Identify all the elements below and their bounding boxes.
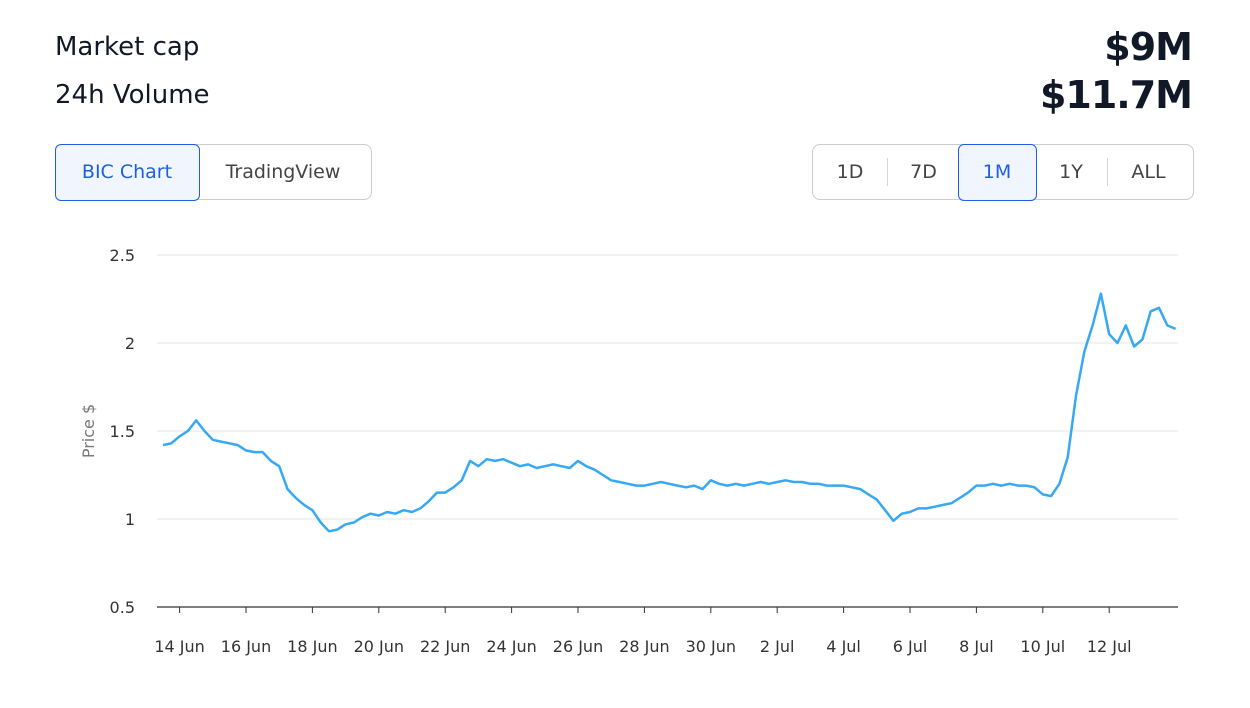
stat-label: Market cap bbox=[55, 32, 200, 62]
x-tick-label: 28 Jun bbox=[619, 637, 669, 656]
toggle-button[interactable]: 1Y bbox=[1059, 161, 1083, 183]
x-tick-label: 18 Jun bbox=[287, 637, 337, 656]
x-tick-label: 8 Jul bbox=[959, 637, 994, 656]
toggle-button[interactable]: TradingView bbox=[225, 161, 341, 183]
x-tick-label: 26 Jun bbox=[553, 637, 603, 656]
toggle-button[interactable]: 1D bbox=[836, 161, 864, 183]
stat-value: $11.7M bbox=[1039, 73, 1193, 117]
y-tick-label: 2.5 bbox=[110, 246, 135, 265]
toggle-button[interactable]: BIC Chart bbox=[54, 143, 200, 201]
x-tick-label: 14 Jun bbox=[154, 637, 204, 656]
x-tick-label: 10 Jul bbox=[1020, 637, 1065, 656]
chart-tabs: BIC Chart TradingView bbox=[54, 143, 372, 201]
toggle-button[interactable]: 1M bbox=[957, 143, 1037, 201]
y-axis-title: Price $ bbox=[79, 404, 98, 458]
x-tick-label: 24 Jun bbox=[486, 637, 536, 656]
volume-row: 24h Volume $11.7M bbox=[55, 72, 1193, 118]
x-tick-label: 20 Jun bbox=[354, 637, 404, 656]
x-tick-label: 4 Jul bbox=[826, 637, 861, 656]
price-line bbox=[162, 292, 1177, 533]
y-tick-label: 1 bbox=[125, 510, 135, 529]
range-buttons: 1D 7D 1M 1Y ALL bbox=[812, 143, 1194, 201]
y-tick-label: 1.5 bbox=[110, 422, 135, 441]
toggle-button[interactable]: ALL bbox=[1107, 158, 1189, 186]
x-tick-label: 22 Jun bbox=[420, 637, 470, 656]
toggle-button[interactable]: 7D bbox=[887, 158, 959, 186]
y-tick-label: 2 bbox=[125, 334, 135, 353]
x-tick-label: 16 Jun bbox=[221, 637, 271, 656]
x-tick-label: 30 Jun bbox=[686, 637, 736, 656]
stat-value: $9M bbox=[1104, 25, 1193, 69]
x-tick-label: 2 Jul bbox=[760, 637, 795, 656]
market-cap-row: Market cap $9M bbox=[55, 24, 1193, 70]
x-tick-label: 12 Jul bbox=[1087, 637, 1132, 656]
x-tick-label: 6 Jul bbox=[893, 637, 928, 656]
y-tick-label: 0.5 bbox=[110, 598, 135, 617]
stat-label: 24h Volume bbox=[55, 80, 210, 110]
